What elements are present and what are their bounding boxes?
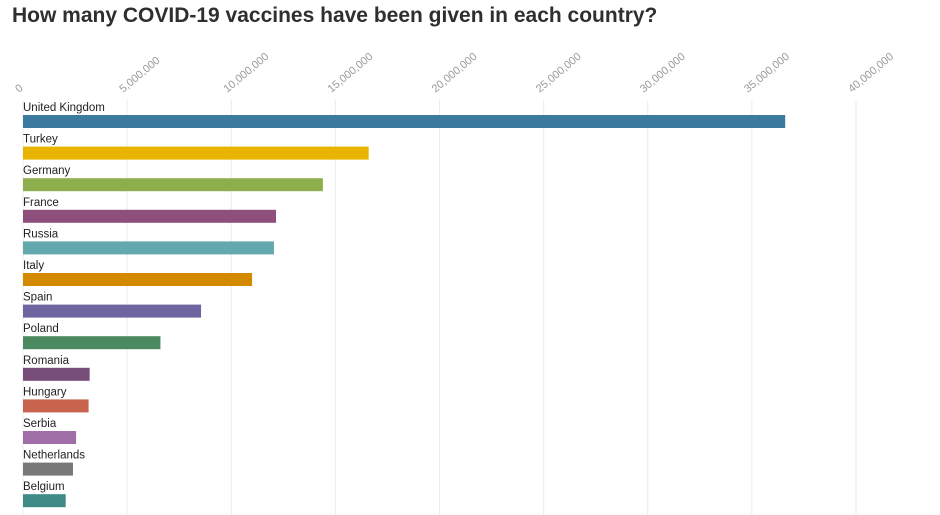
- category-labels: United Kingdom Turkey Germany France Russia I…: [23, 102, 105, 493]
- x-tick-label: 35,000,000: [742, 51, 792, 96]
- x-tick-label: 0: [13, 82, 25, 95]
- bar[interactable]: [23, 241, 274, 255]
- bar[interactable]: [23, 115, 786, 128]
- category-label: Romania: [23, 355, 70, 367]
- bar[interactable]: [23, 494, 66, 508]
- category-label: Netherlands: [23, 450, 85, 462]
- bar[interactable]: [23, 336, 161, 350]
- bar[interactable]: [23, 178, 323, 192]
- category-label: Turkey: [23, 134, 58, 146]
- x-tick-label: 30,000,000: [638, 51, 688, 96]
- bar[interactable]: [23, 273, 253, 286]
- x-tick-label: 10,000,000: [221, 51, 271, 96]
- bars: [23, 115, 786, 508]
- bar[interactable]: [23, 431, 77, 444]
- category-label: Italy: [23, 260, 44, 272]
- bar[interactable]: [23, 304, 202, 318]
- category-label: France: [23, 197, 59, 209]
- x-tick-label: 20,000,000: [430, 51, 480, 96]
- category-label: Hungary: [23, 386, 67, 398]
- bar[interactable]: [23, 146, 369, 160]
- x-tick-label: 5,000,000: [117, 55, 162, 96]
- x-tick-label: 25,000,000: [534, 51, 584, 96]
- category-label: United Kingdom: [23, 102, 105, 114]
- bar[interactable]: [23, 209, 277, 223]
- bar[interactable]: [23, 399, 89, 413]
- category-label: Belgium: [23, 481, 65, 493]
- bar[interactable]: [23, 367, 90, 381]
- category-label: Serbia: [23, 418, 57, 430]
- category-label: Germany: [23, 165, 71, 177]
- x-tick-labels: 0 5,000,000 10,000,000 15,000,000 20,000,000…: [13, 51, 896, 96]
- category-label: Spain: [23, 292, 52, 304]
- chart-title: How many COVID-19 vaccines have been giv…: [12, 4, 658, 27]
- category-label: Russia: [23, 228, 59, 240]
- x-tick-label: 40,000,000: [846, 51, 896, 96]
- category-label: Poland: [23, 323, 59, 335]
- bar[interactable]: [23, 462, 73, 476]
- x-tick-label: 15,000,000: [326, 51, 376, 96]
